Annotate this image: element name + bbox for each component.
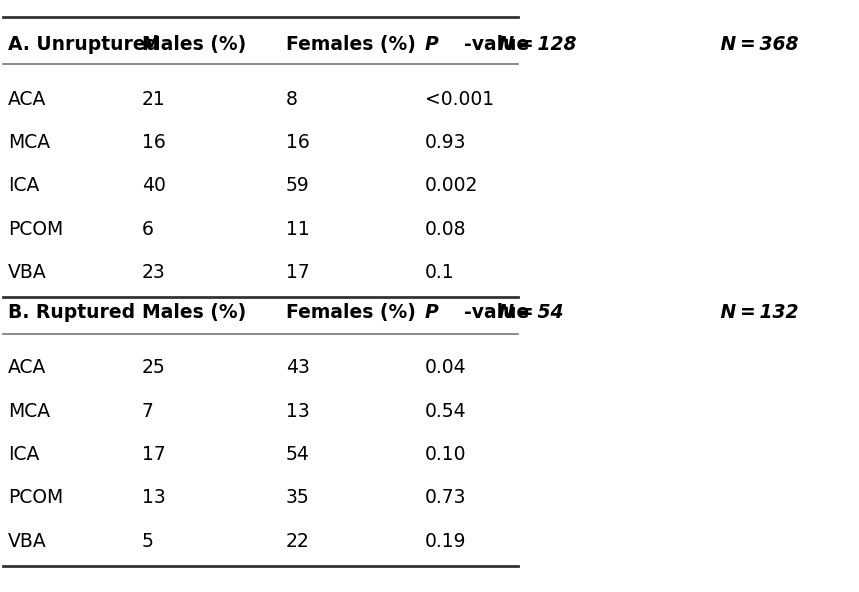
Text: VBA: VBA (8, 263, 46, 282)
Text: A. Unruptured: A. Unruptured (8, 35, 159, 54)
Text: Females (%): Females (%) (286, 35, 416, 54)
Text: 59: 59 (286, 176, 310, 195)
Text: P: P (425, 35, 439, 54)
Text: 5: 5 (142, 532, 154, 551)
Text: 17: 17 (142, 445, 166, 464)
Text: 22: 22 (286, 532, 310, 551)
Text: 6: 6 (142, 220, 154, 239)
Text: B. Ruptured: B. Ruptured (8, 303, 135, 322)
Text: 0.54: 0.54 (425, 401, 466, 420)
Text: <0.001: <0.001 (425, 89, 494, 108)
Text: N = 128: N = 128 (492, 35, 576, 54)
Text: 23: 23 (142, 263, 166, 282)
Text: 13: 13 (286, 401, 310, 420)
Text: N = 368: N = 368 (714, 35, 799, 54)
Text: N = 132: N = 132 (714, 303, 799, 322)
Text: ICA: ICA (8, 176, 40, 195)
Text: 16: 16 (142, 133, 166, 152)
Text: 0.002: 0.002 (425, 176, 478, 195)
Text: 16: 16 (286, 133, 310, 152)
Text: MCA: MCA (8, 401, 50, 420)
Text: 21: 21 (142, 89, 166, 108)
Text: -value: -value (464, 35, 529, 54)
Text: 25: 25 (142, 358, 166, 377)
Text: ACA: ACA (8, 358, 46, 377)
Text: 8: 8 (286, 89, 298, 108)
Text: 17: 17 (286, 263, 310, 282)
Text: 11: 11 (286, 220, 310, 239)
Text: 0.04: 0.04 (425, 358, 466, 377)
Text: ACA: ACA (8, 89, 46, 108)
Text: P: P (425, 303, 439, 322)
Text: 0.19: 0.19 (425, 532, 466, 551)
Text: VBA: VBA (8, 532, 46, 551)
Text: 40: 40 (142, 176, 166, 195)
Text: 0.08: 0.08 (425, 220, 466, 239)
Text: -value: -value (464, 303, 529, 322)
Text: 0.10: 0.10 (425, 445, 466, 464)
Text: Females (%): Females (%) (286, 303, 416, 322)
Text: 13: 13 (142, 488, 166, 507)
Text: 54: 54 (286, 445, 310, 464)
Text: 35: 35 (286, 488, 310, 507)
Text: PCOM: PCOM (8, 488, 64, 507)
Text: PCOM: PCOM (8, 220, 64, 239)
Text: Males (%): Males (%) (142, 35, 246, 54)
Text: MCA: MCA (8, 133, 50, 152)
Text: Males (%): Males (%) (142, 303, 246, 322)
Text: 7: 7 (142, 401, 154, 420)
Text: ICA: ICA (8, 445, 40, 464)
Text: 0.93: 0.93 (425, 133, 466, 152)
Text: 43: 43 (286, 358, 310, 377)
Text: 0.1: 0.1 (425, 263, 454, 282)
Text: N = 54: N = 54 (492, 303, 564, 322)
Text: 0.73: 0.73 (425, 488, 466, 507)
